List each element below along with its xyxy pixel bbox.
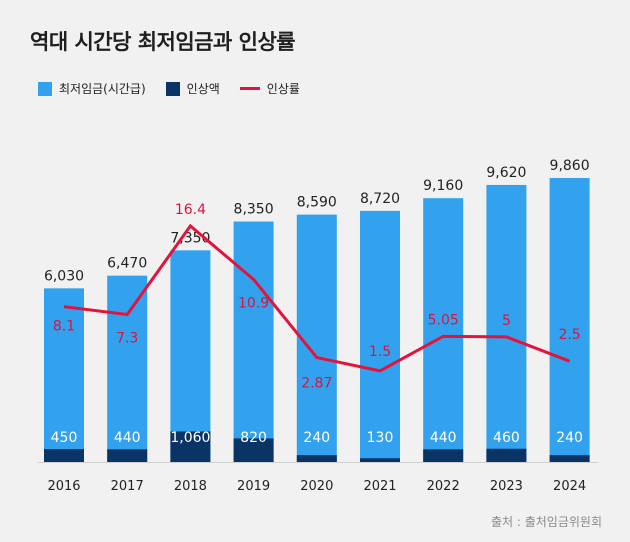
label-rate-2016: 8.1: [53, 319, 75, 335]
bar-wage-2019: [233, 221, 274, 462]
label-wage-2024: 9,860: [550, 158, 590, 174]
label-wage-2019: 8,350: [234, 202, 274, 218]
legend-item-wage: 최저임금(시간급): [38, 80, 146, 97]
bar-wage-2018: [170, 250, 211, 462]
label-wage-2023: 9,620: [486, 165, 526, 181]
x-tick-2024: 2024: [553, 479, 586, 494]
bar-increase-2022: [423, 449, 464, 462]
chart-title: 역대 시간당 최저임금과 인상률: [30, 30, 296, 54]
bar-increase-2020: [296, 455, 337, 462]
label-increase-2023: 460: [493, 430, 520, 446]
source-note: 출처 : 출처임금위원회: [490, 515, 602, 529]
x-tick-2020: 2020: [300, 479, 333, 494]
bar-wage-2020: [296, 214, 337, 462]
label-rate-2021: 1.5: [369, 344, 391, 360]
rate-line: [63, 223, 571, 373]
label-increase-2018: 1,060: [170, 430, 210, 446]
label-rate-2022: 5.05: [428, 312, 459, 328]
bar-increase-2018: [170, 431, 211, 462]
legend: 최저임금(시간급) 인상액 인상률: [38, 80, 300, 97]
label-increase-2016: 450: [51, 430, 78, 446]
bar-increase-2019: [233, 438, 274, 462]
label-wage-2017: 6,470: [107, 256, 147, 272]
bar-increase-2023: [486, 448, 527, 462]
x-tick-2022: 2022: [427, 479, 460, 494]
legend-item-rate: 인상률: [239, 80, 300, 97]
legend-swatch-wage: [38, 81, 52, 96]
bar-increase-2017: [107, 449, 148, 462]
x-tick-2023: 2023: [490, 479, 523, 494]
legend-swatch-rate: [239, 87, 260, 90]
label-rate-2017: 7.3: [116, 330, 138, 346]
label-increase-2020: 240: [303, 430, 330, 446]
label-wage-2022: 9,160: [423, 178, 463, 194]
bar-wage-2023: [486, 184, 527, 462]
bar-wage-2017: [107, 275, 148, 462]
bar-increase-2024: [549, 455, 590, 462]
legend-label-increase: 인상액: [186, 82, 220, 96]
legend-item-increase: 인상액: [165, 80, 220, 97]
label-rate-2019: 10.9: [238, 295, 269, 311]
bar-increase-2016: [44, 449, 84, 462]
label-wage-2020: 8,590: [297, 195, 337, 211]
bar-increase-2021: [360, 458, 400, 462]
legend-label-rate: 인상률: [266, 82, 300, 96]
label-increase-2021: 130: [367, 430, 394, 446]
bar-wage-2021: [360, 210, 400, 462]
label-wage-2016: 6,030: [44, 268, 84, 284]
x-tick-2021: 2021: [363, 479, 396, 494]
label-rate-2023: 5: [502, 313, 511, 329]
x-tick-2019: 2019: [237, 479, 270, 494]
x-tick-2017: 2017: [111, 479, 144, 494]
bar-wage-2016: [44, 288, 84, 462]
label-increase-2024: 240: [556, 430, 583, 446]
legend-swatch-increase: [165, 81, 180, 96]
bar-wage-2022: [423, 198, 464, 462]
label-increase-2017: 440: [114, 430, 141, 446]
bar-wage-2024: [549, 178, 590, 463]
label-rate-2020: 2.87: [301, 376, 332, 392]
label-wage-2021: 8,720: [360, 191, 400, 207]
label-rate-2024: 2.5: [558, 327, 580, 343]
label-increase-2019: 820: [240, 430, 267, 446]
x-tick-2016: 2016: [47, 479, 80, 494]
label-rate-2018: 16.4: [175, 202, 206, 218]
x-tick-2018: 2018: [174, 479, 207, 494]
label-increase-2022: 440: [430, 430, 457, 446]
legend-label-wage: 최저임금(시간급): [59, 82, 146, 96]
